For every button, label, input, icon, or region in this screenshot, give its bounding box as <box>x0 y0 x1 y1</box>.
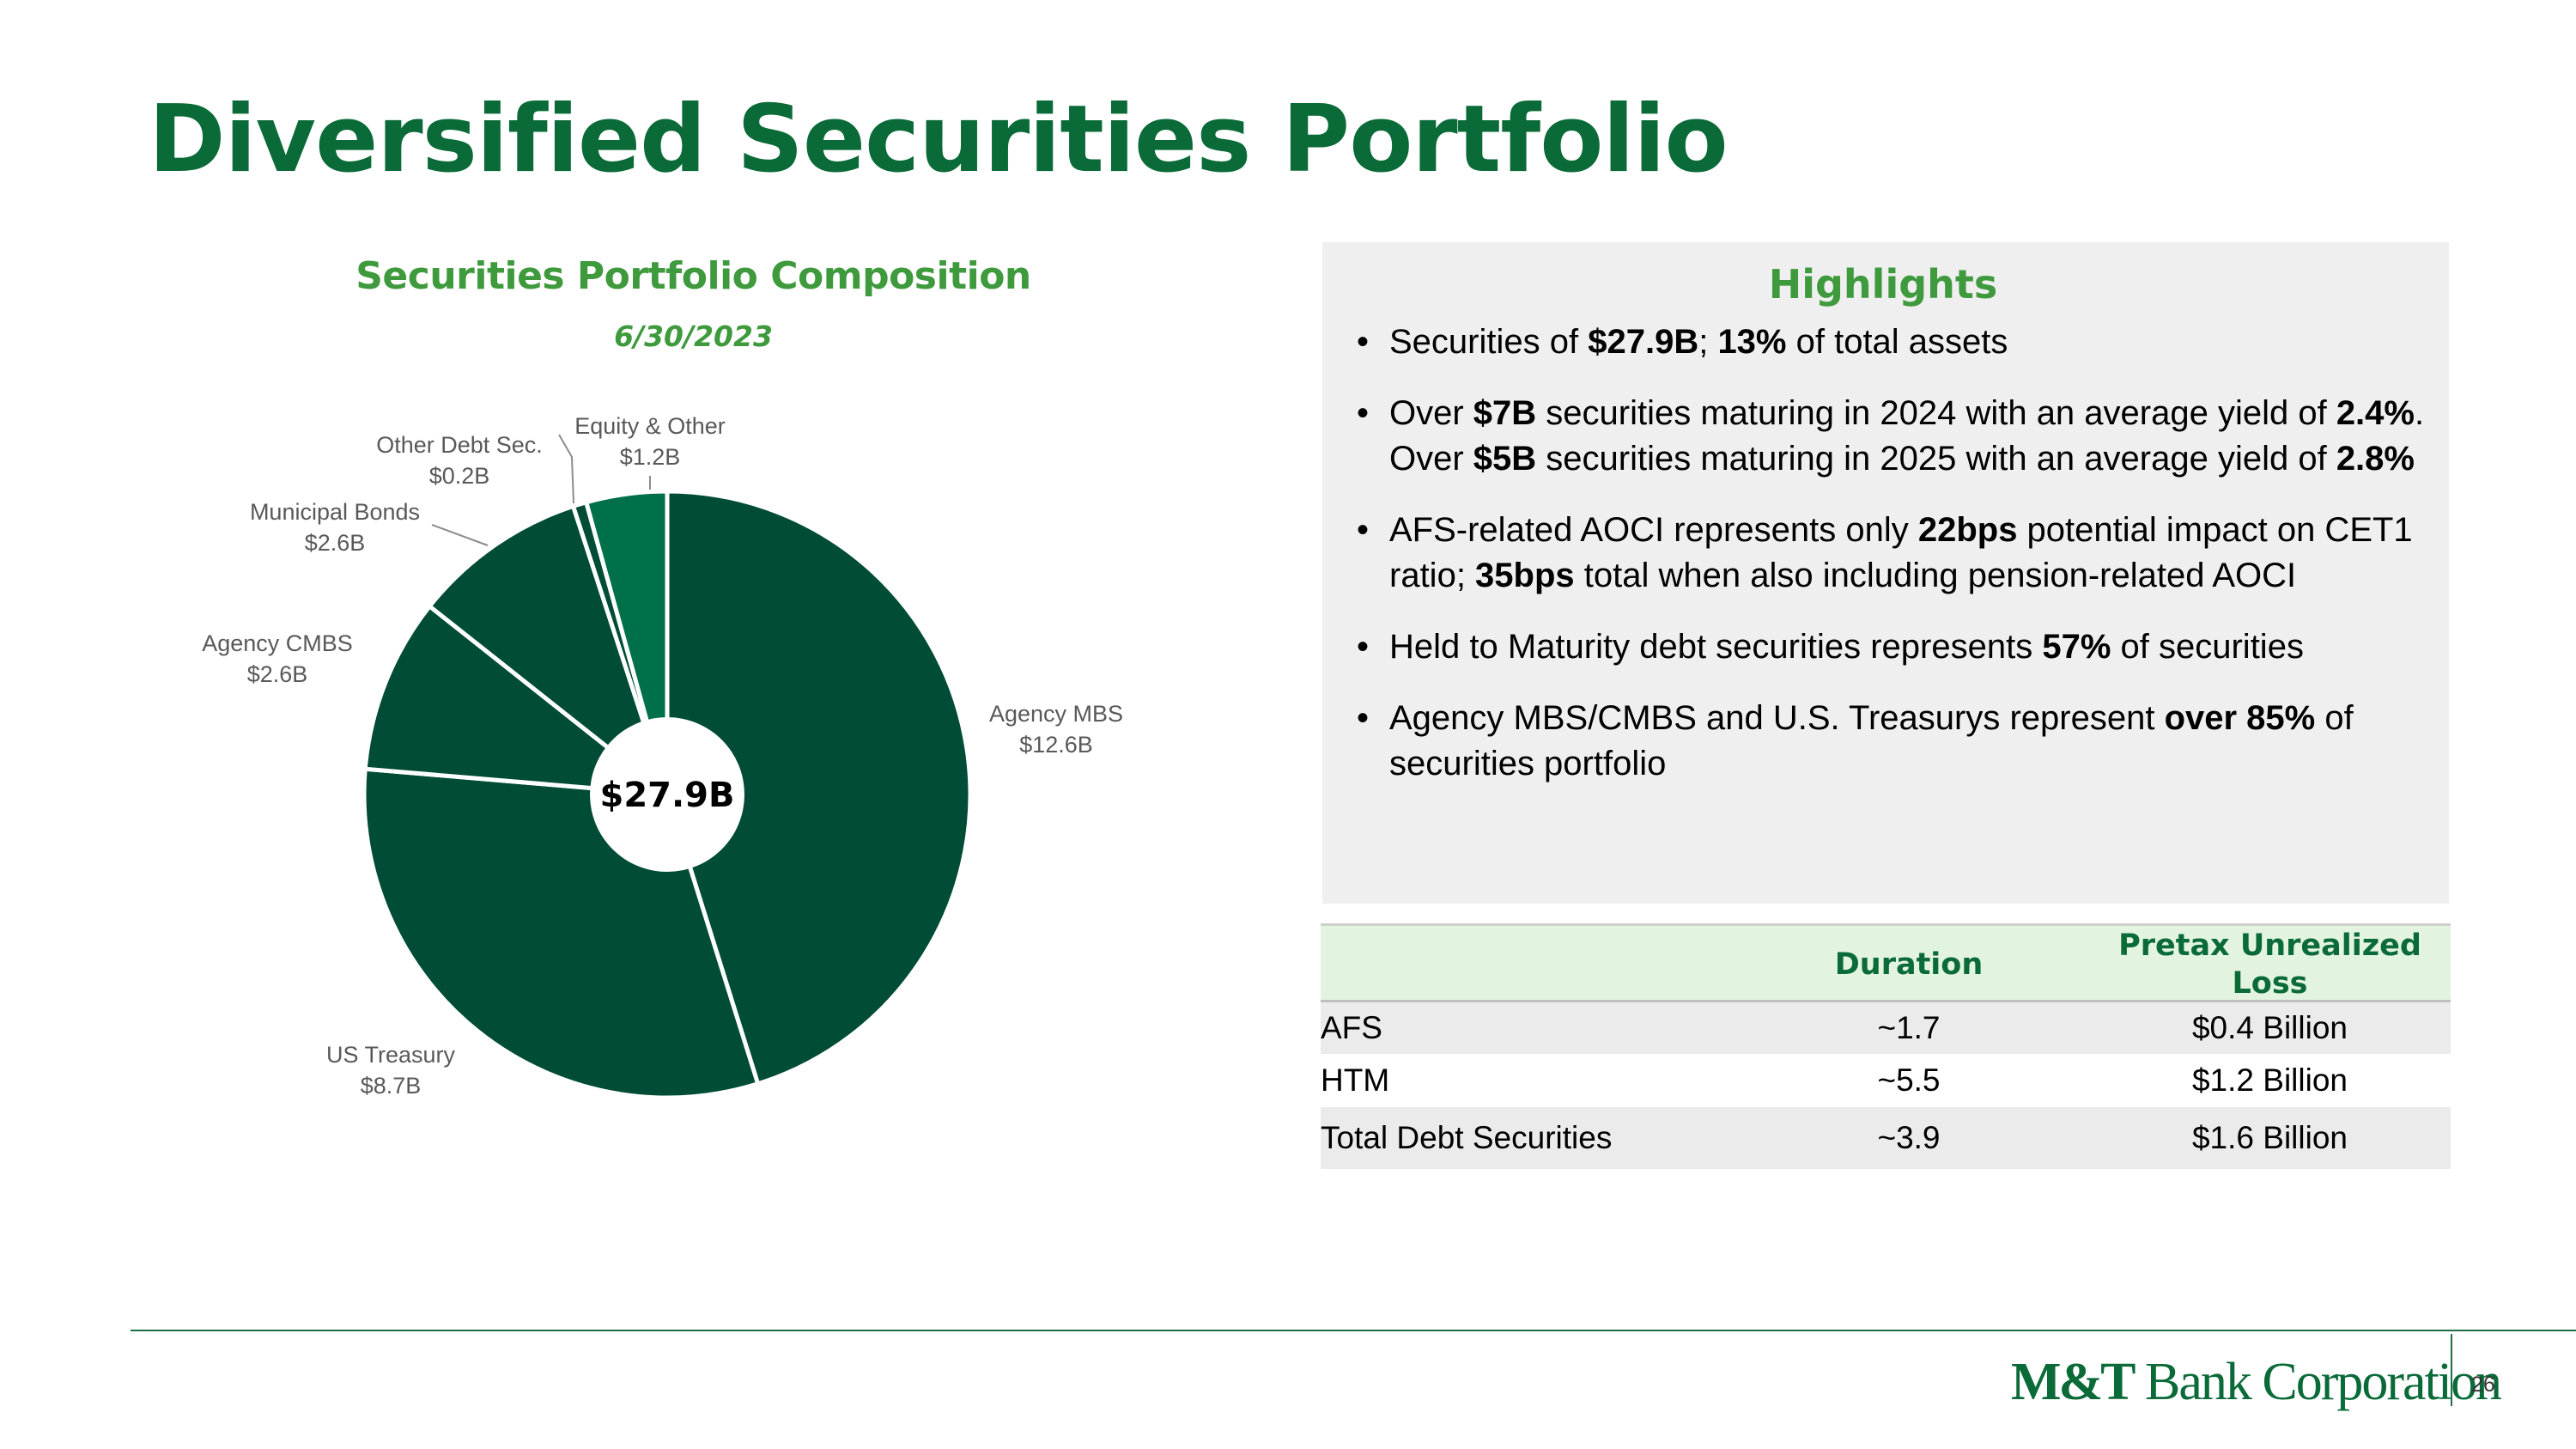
duration-loss-table: Duration Pretax Unrealized Loss AFS ~1.7… <box>1321 923 2451 1169</box>
table-cell: ~1.7 <box>1877 1010 1941 1045</box>
table-row: Total Debt Securities ~3.9 $1.6 Billion <box>1321 1107 2451 1169</box>
highlight-text: securities maturing in 2024 with an aver… <box>1536 394 2336 432</box>
highlight-text: total when also including pension-relate… <box>1574 557 2297 594</box>
logo-divider <box>2451 1334 2452 1406</box>
slice-value-label: $1.2B <box>620 444 681 470</box>
table-cell: ~3.9 <box>1877 1120 1941 1155</box>
slice-value-label: $2.6B <box>247 661 308 687</box>
highlight-text: . Over <box>1389 394 2425 478</box>
slice-name-label: Agency MBS <box>989 701 1123 727</box>
slice-value-label: $0.2B <box>429 463 490 489</box>
pie-slice-agency-mbs <box>665 489 973 1087</box>
leader-line <box>558 434 574 504</box>
slide-title: Diversified Securities Portfolio <box>149 86 1728 193</box>
table-cell: ~5.5 <box>1877 1062 1941 1098</box>
table-row: HTM ~5.5 $1.2 Billion <box>1321 1054 2451 1107</box>
logo-wordmark: Bank Corporation <box>2145 1353 2502 1411</box>
highlight-text: of total assets <box>1786 323 2008 361</box>
table-header-duration: Duration <box>1834 947 1984 982</box>
table-header-loss: Pretax Unrealized Loss <box>2118 928 2421 1001</box>
highlight-bold-text: 2.4% <box>2336 394 2415 432</box>
highlight-item: Held to Maturity debt securities represe… <box>1340 624 2427 670</box>
highlights-title: Highlights <box>1768 261 1998 307</box>
leader-line <box>431 524 489 546</box>
highlight-item: Securities of $27.9B; 13% of total asset… <box>1340 320 2427 365</box>
table-cell: $1.6 Billion <box>2191 1120 2348 1155</box>
highlights-list: Securities of $27.9B; 13% of total asset… <box>1340 320 2427 787</box>
highlight-text: ; <box>1698 323 1718 361</box>
highlight-text: Agency MBS/CMBS and U.S. Treasurys repre… <box>1389 699 2165 737</box>
pie-slice-municipal-bonds <box>426 503 671 801</box>
table-header-blank <box>1321 926 1728 1002</box>
highlight-text: AFS-related AOCI represents only <box>1389 511 1918 549</box>
highlight-bold-text: $7B <box>1473 394 1537 432</box>
highlight-bold-text: 22bps <box>1917 511 2018 549</box>
highlight-bold-text: 13% <box>1717 323 1787 361</box>
highlight-text: potential impact on CET1 ratio; <box>1389 511 2413 594</box>
pie-slice-equity-other <box>583 489 670 795</box>
table-row: AFS ~1.7 $0.4 Billion <box>1321 1002 2451 1054</box>
highlight-item: Over $7B securities maturing in 2024 wit… <box>1340 391 2427 482</box>
chart-title: Securities Portfolio Composition <box>355 254 1031 298</box>
highlight-text: of securities portfolio <box>1389 699 2354 782</box>
table-cell: $0.4 Billion <box>2191 1010 2348 1045</box>
pie-center-hole <box>590 717 744 872</box>
slice-value-label: $8.7B <box>361 1073 422 1099</box>
table-cell: Total Debt Securities <box>1321 1120 1613 1155</box>
page-number: 26 <box>2471 1373 2495 1397</box>
slice-name-label: Other Debt Sec. <box>376 432 543 458</box>
highlight-text: Securities of <box>1389 323 1589 361</box>
highlight-bold-text: over 85% <box>2164 699 2316 737</box>
slice-name-label: Agency CMBS <box>202 630 353 656</box>
slice-name-label: Municipal Bonds <box>250 499 420 525</box>
company-logo: M&T Bank Corporation <box>2011 1352 2502 1413</box>
logo-mark: M&T <box>2011 1353 2136 1411</box>
table-cell: HTM <box>1321 1062 1390 1098</box>
pie-slice-agency-cmbs <box>362 603 675 798</box>
slice-value-label: $2.6B <box>305 530 366 556</box>
pie-chart: Agency MBS $12.6B US Treasury $8.7B Agency C… <box>202 413 1123 1100</box>
table-cell: AFS <box>1321 1010 1382 1045</box>
highlight-item: AFS-related AOCI represents only 22bps p… <box>1340 508 2427 599</box>
highlight-bold-text: 35bps <box>1475 557 1575 594</box>
highlight-bold-text: 2.8% <box>2336 440 2415 478</box>
highlight-text: Held to Maturity debt securities represe… <box>1389 628 2043 666</box>
slice-value-label: $12.6B <box>1019 732 1093 758</box>
pie-center-total: $27.9B <box>599 776 734 815</box>
highlight-text: of securities <box>2111 628 2304 666</box>
highlight-item: Agency MBS/CMBS and U.S. Treasurys repre… <box>1340 696 2427 787</box>
highlight-bold-text: $27.9B <box>1588 323 1699 361</box>
table-header-row: Duration Pretax Unrealized Loss <box>1321 923 2451 1002</box>
chart-date: 6/30/2023 <box>614 320 773 353</box>
highlight-bold-text: 57% <box>2042 628 2111 666</box>
highlight-text: securities maturing in 2025 with an aver… <box>1536 440 2336 478</box>
slice-name-label: Equity & Other <box>574 413 726 439</box>
table-cell: $1.2 Billion <box>2191 1062 2348 1098</box>
slice-name-label: US Treasury <box>326 1042 456 1068</box>
highlight-text: Over <box>1389 394 1473 432</box>
highlight-bold-text: $5B <box>1473 440 1537 478</box>
footer-rule <box>131 1330 2576 1331</box>
highlights-panel: Highlights Securities of $27.9B; 13% of … <box>1322 242 2449 904</box>
